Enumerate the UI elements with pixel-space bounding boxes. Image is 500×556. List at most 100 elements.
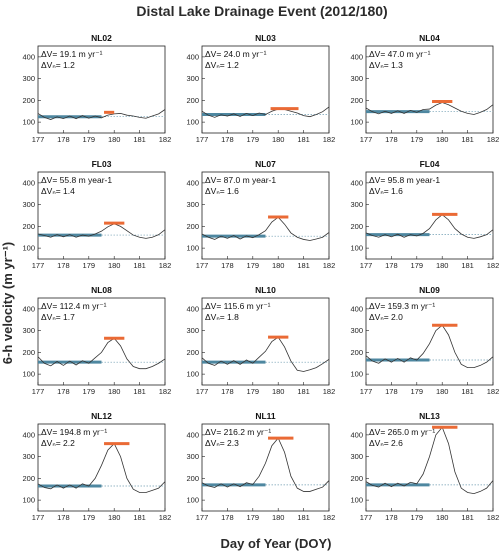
y-tick-label: 400 — [22, 430, 35, 439]
delta-v-label: ΔV= 265.0 m yr⁻¹ — [369, 427, 435, 437]
panel-frame — [201, 171, 330, 260]
x-tick-label: 179 — [411, 261, 424, 270]
y-tick-label: 300 — [186, 326, 199, 335]
x-tick-label: 179 — [83, 387, 96, 396]
x-tick-label: 181 — [297, 261, 310, 270]
y-tick-label: 200 — [22, 96, 35, 105]
panel-frame — [365, 171, 494, 260]
delta-vn-label: ΔVₙ= 2.3 — [205, 438, 239, 448]
velocity-curve — [37, 442, 166, 493]
delta-vn-label: ΔVₙ= 2.0 — [369, 312, 403, 322]
x-tick-label: 179 — [247, 135, 260, 144]
panel-grid: NL02 100 200 300 400 177 178 179 180 181 182 ΔV= 19… — [22, 33, 499, 522]
x-tick-label: 182 — [323, 135, 336, 144]
panel-title: NL02 — [91, 33, 112, 43]
x-tick-label: 178 — [57, 513, 70, 522]
y-tick-label: 100 — [350, 370, 363, 379]
x-tick-label: 177 — [196, 513, 209, 522]
panel-frame — [201, 423, 330, 512]
delta-v-label: ΔV= 95.8 m year-1 — [369, 175, 440, 185]
velocity-curve — [365, 426, 494, 495]
x-tick-label: 179 — [83, 513, 96, 522]
delta-v-label: ΔV= 87.0 m year-1 — [205, 175, 276, 185]
panel-nl12: NL12 100 200 300 400 177 178 179 180 181 182 ΔV= 19… — [22, 411, 171, 522]
x-tick-label: 177 — [360, 135, 373, 144]
x-tick-label: 177 — [32, 261, 45, 270]
x-tick-label: 177 — [196, 261, 209, 270]
delta-v-label: ΔV= 112.4 m yr⁻¹ — [41, 301, 107, 311]
y-tick-label: 200 — [186, 348, 199, 357]
x-tick-label: 180 — [272, 135, 285, 144]
x-tick-label: 182 — [323, 261, 336, 270]
y-axis-label: 6-h velocity (m yr⁻¹) — [0, 242, 15, 364]
y-tick-label: 400 — [186, 304, 199, 313]
y-tick-label: 300 — [350, 200, 363, 209]
x-tick-label: 178 — [57, 261, 70, 270]
panel-nl09: NL09 100 200 300 400 177 178 179 180 181 182 ΔV= 15… — [350, 285, 499, 396]
delta-v-label: ΔV= 159.3 m yr⁻¹ — [369, 301, 435, 311]
x-tick-label: 179 — [411, 513, 424, 522]
x-tick-label: 182 — [159, 261, 172, 270]
y-tick-label: 400 — [186, 430, 199, 439]
y-tick-label: 100 — [22, 496, 35, 505]
delta-vn-label: ΔVₙ= 1.6 — [205, 186, 239, 196]
y-tick-label: 100 — [350, 244, 363, 253]
y-tick-label: 200 — [350, 96, 363, 105]
x-tick-label: 178 — [57, 387, 70, 396]
x-tick-label: 180 — [436, 387, 449, 396]
velocity-curve — [201, 106, 330, 118]
panel-frame — [365, 45, 494, 134]
y-tick-label: 300 — [22, 326, 35, 335]
velocity-curve — [37, 223, 166, 239]
delta-vn-label: ΔVₙ= 1.2 — [41, 60, 75, 70]
figure-title: Distal Lake Drainage Event (2012/180) — [136, 3, 387, 19]
x-tick-label: 182 — [487, 261, 500, 270]
panel-title: NL08 — [91, 285, 112, 295]
velocity-curve — [365, 214, 494, 239]
x-tick-label: 177 — [32, 513, 45, 522]
panel-frame — [37, 45, 166, 134]
y-tick-label: 400 — [350, 304, 363, 313]
panel-frame — [37, 297, 166, 386]
x-tick-label: 182 — [323, 513, 336, 522]
delta-vn-label: ΔVₙ= 1.2 — [205, 60, 239, 70]
y-tick-label: 400 — [350, 430, 363, 439]
x-tick-label: 179 — [247, 261, 260, 270]
y-tick-label: 100 — [350, 118, 363, 127]
x-tick-label: 177 — [360, 513, 373, 522]
x-tick-label: 180 — [436, 513, 449, 522]
y-tick-label: 300 — [22, 74, 35, 83]
velocity-curve — [37, 109, 166, 120]
y-tick-label: 100 — [186, 370, 199, 379]
y-tick-label: 400 — [186, 178, 199, 187]
x-tick-label: 181 — [461, 261, 474, 270]
panel-nl13: NL13 100 200 300 400 177 178 179 180 181 182 ΔV= 26… — [350, 411, 499, 522]
panel-frame — [201, 297, 330, 386]
y-tick-label: 100 — [186, 118, 199, 127]
x-tick-label: 179 — [411, 135, 424, 144]
x-tick-label: 181 — [461, 513, 474, 522]
y-tick-label: 400 — [350, 178, 363, 187]
x-tick-label: 178 — [385, 513, 398, 522]
x-tick-label: 177 — [32, 387, 45, 396]
panel-nl10: NL10 100 200 300 400 177 178 179 180 181 182 ΔV= 11… — [186, 285, 335, 396]
delta-v-label: ΔV= 24.0 m yr⁻¹ — [205, 49, 267, 59]
delta-v-label: ΔV= 115.6 m yr⁻¹ — [205, 301, 271, 311]
delta-v-label: ΔV= 194.8 m yr⁻¹ — [41, 427, 107, 437]
velocity-curve — [365, 324, 494, 368]
x-tick-label: 178 — [221, 513, 234, 522]
x-tick-label: 178 — [385, 387, 398, 396]
panel-title: NL13 — [419, 411, 440, 421]
x-tick-label: 177 — [32, 135, 45, 144]
panel-title: NL07 — [255, 159, 276, 169]
delta-v-label: ΔV= 216.2 m yr⁻¹ — [205, 427, 271, 437]
panel-title: FL04 — [420, 159, 440, 169]
y-tick-label: 200 — [22, 474, 35, 483]
y-tick-label: 400 — [22, 304, 35, 313]
panel-nl08: NL08 100 200 300 400 177 178 179 180 181 182 ΔV= 11… — [22, 285, 171, 396]
delta-vn-label: ΔVₙ= 2.6 — [369, 438, 403, 448]
panel-nl04: NL04 100 200 300 400 177 178 179 180 181 182 ΔV= 47… — [350, 33, 499, 144]
y-tick-label: 300 — [350, 452, 363, 461]
panel-frame — [365, 297, 494, 386]
